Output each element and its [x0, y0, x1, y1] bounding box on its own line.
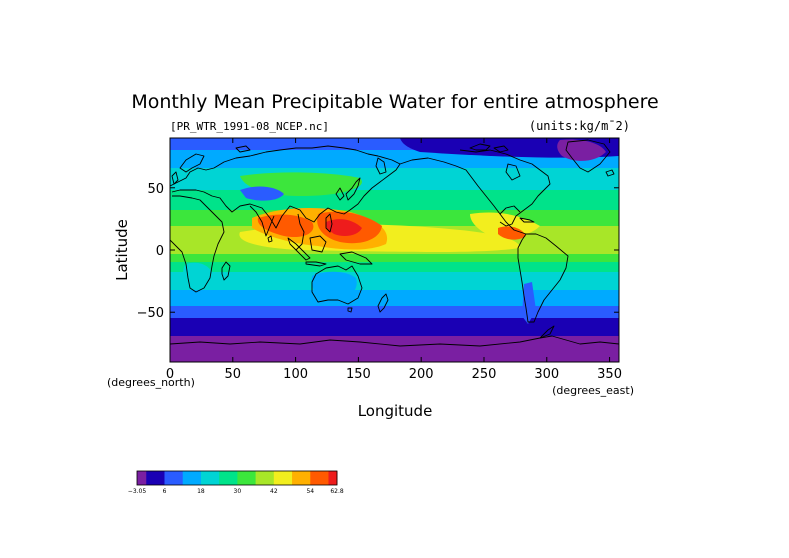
coast-europe-asia [170, 145, 401, 229]
field-band-north-mid [170, 190, 619, 210]
coast-madagascar [221, 261, 231, 281]
coast-japan [345, 177, 361, 201]
x-tick-label: 150 [346, 367, 371, 382]
y-axis-label: Latitude [113, 219, 131, 281]
field-patch-andes [522, 282, 536, 324]
field-band-eq-edge [170, 254, 619, 262]
colorbar: −3.05 6 18 30 42 54 62.8 [128, 470, 344, 495]
field-patch-wpac-core [325, 219, 362, 236]
y-tick-label: −50 [137, 306, 164, 321]
coast-na-east [459, 149, 551, 227]
coast-arctic-islands [235, 143, 509, 153]
field-band-south-midlat [170, 290, 619, 306]
x-tick-label: 100 [283, 367, 308, 382]
field-patch-caribbean [498, 226, 526, 240]
colorbar-swatch [273, 471, 293, 485]
colorbar-swatch [164, 471, 184, 485]
colorbar-tick-label: 42 [270, 488, 278, 495]
colorbar-swatch [328, 471, 338, 485]
x-axis-label: Longitude [358, 402, 433, 420]
x-tick-label: 350 [597, 367, 622, 382]
coast-korea [335, 187, 345, 201]
field-patch-south-africa [183, 262, 214, 288]
field-patch-sahara [170, 171, 213, 191]
field-patch-greenland [557, 139, 606, 161]
coast-scandinavia [179, 153, 205, 173]
coast-indochina [295, 213, 305, 251]
colorbar-swatch [200, 471, 220, 485]
y-units-label: (degrees_north) [107, 376, 195, 389]
coast-sri-lanka [267, 235, 273, 243]
field-patch-australia [311, 271, 357, 302]
x-units-label: (degrees_east) [552, 384, 634, 397]
field-band-polar-south [170, 336, 619, 362]
colorbar-tick-label: 54 [306, 488, 314, 495]
coast-iceland [605, 169, 615, 177]
x-tick-label: 200 [409, 367, 434, 382]
x-tick-label: 250 [472, 367, 497, 382]
coast-africa [170, 195, 225, 293]
colorbar-tick-label: 18 [197, 488, 205, 495]
coast-borneo [309, 235, 327, 253]
coast-sumatra [287, 237, 311, 261]
colorbar-tick-label: 30 [234, 488, 242, 495]
colorbar-swatch [310, 471, 329, 485]
coast-tasmania [347, 307, 353, 313]
coast-new-zealand [377, 293, 389, 313]
coast-hudson-bay [505, 163, 521, 181]
colorbar-swatch [255, 471, 275, 485]
colorbar-swatch [237, 471, 257, 485]
coast-kamchatka [375, 157, 387, 175]
x-tick-label: 50 [225, 367, 242, 382]
colorbar-swatch [182, 471, 202, 485]
colorbar-frame [136, 470, 338, 486]
colorbar-swatch [137, 471, 147, 485]
field-band-south-ocean-dark [170, 318, 619, 336]
field-band-south-ocean [170, 306, 619, 318]
field-patch-tibet [240, 186, 284, 201]
x-axis: 0 50 100 150 200 250 300 350 [166, 138, 622, 382]
colorbar-swatch [219, 471, 238, 485]
coastlines [170, 139, 619, 347]
x-tick-label: 300 [534, 367, 559, 382]
chart-title: Monthly Mean Precipitable Water for enti… [131, 91, 658, 113]
colorbar-tick-label: 62.8 [330, 488, 344, 495]
coast-india [249, 205, 275, 237]
y-tick-label: 50 [147, 182, 164, 197]
coast-gulf-mexico [499, 205, 521, 215]
field-band-north-sub [170, 210, 619, 226]
coast-greenland [565, 139, 611, 173]
units-label: (units:kg/m¯2) [529, 119, 630, 133]
field-band-south-trop [170, 262, 619, 272]
field-band-south-sub [170, 272, 619, 290]
colorbar-swatch [292, 471, 311, 485]
coast-new-guinea [339, 251, 373, 265]
coast-philippines [325, 213, 333, 233]
coast-australia [311, 265, 363, 305]
coast-java [305, 261, 327, 267]
colorbar-swatch [146, 471, 165, 485]
colorbar-tick-label: −3.05 [128, 488, 147, 495]
coast-alaska-canada [399, 157, 527, 235]
file-label: [PR_WTR_1991-08_NCEP.nc] [170, 120, 329, 133]
coast-south-america [517, 233, 569, 323]
y-tick-label: 0 [156, 244, 164, 259]
coast-cuba [519, 217, 535, 223]
colorbar-tick-label: 6 [163, 488, 167, 495]
coast-british-isles [171, 171, 179, 185]
coast-antarctic-peninsula [539, 325, 555, 339]
x-tick-label: 0 [166, 367, 174, 382]
coast-antarctica [170, 335, 619, 347]
y-axis: 50 0 −50 [137, 182, 619, 321]
